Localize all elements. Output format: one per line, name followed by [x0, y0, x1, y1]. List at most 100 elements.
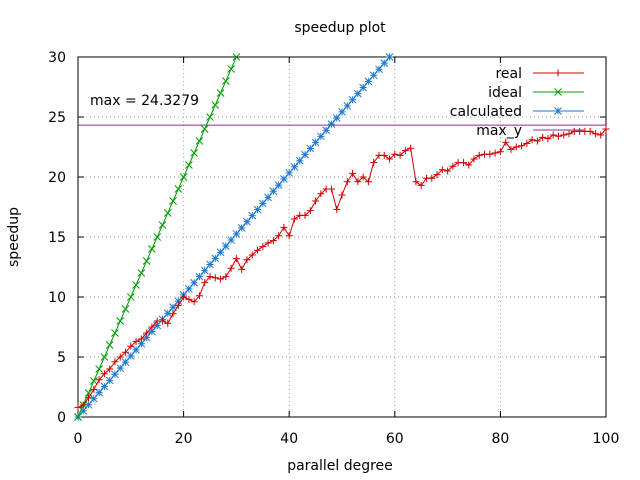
- data-point-calculated: [105, 376, 114, 385]
- data-point-real: [438, 166, 446, 174]
- data-point-calculated: [221, 242, 230, 251]
- data-point-calculated: [306, 144, 315, 153]
- x-tick-label: 0: [74, 431, 83, 447]
- data-point-real: [502, 138, 510, 146]
- data-point-real: [232, 255, 240, 263]
- data-point-calculated: [380, 59, 389, 67]
- data-point-calculated: [89, 394, 98, 403]
- data-point-real: [301, 211, 309, 219]
- data-point-ideal: [200, 125, 209, 133]
- data-point-calculated: [385, 53, 394, 61]
- data-point-real: [285, 232, 293, 240]
- data-point-ideal: [100, 353, 109, 361]
- data-point-real: [116, 353, 124, 361]
- x-tick-label: 20: [175, 431, 193, 447]
- data-point-real: [180, 293, 188, 301]
- data-point-real: [486, 150, 494, 158]
- data-point-calculated: [190, 278, 199, 287]
- data-point-real: [459, 159, 467, 167]
- data-point-real: [275, 232, 283, 240]
- y-axis-label: speedup: [6, 207, 22, 267]
- data-point-calculated: [338, 108, 346, 116]
- data-point-ideal: [137, 269, 146, 277]
- data-point-real: [164, 319, 172, 327]
- data-point-real: [217, 275, 225, 283]
- x-axis-ticks: 0 20 40 60 80 100: [74, 57, 620, 447]
- data-point-real: [100, 370, 108, 378]
- data-point-real: [306, 207, 314, 215]
- data-point-ideal: [190, 149, 199, 157]
- data-point-calculated: [148, 327, 156, 336]
- data-point-real: [533, 137, 541, 145]
- data-point-calculated: [116, 364, 125, 373]
- data-point-real: [417, 181, 425, 189]
- legend-label-ideal: ideal: [488, 85, 522, 101]
- data-point-real: [412, 178, 420, 186]
- data-point-calculated: [327, 120, 336, 128]
- data-point-real: [132, 337, 140, 345]
- data-point-real: [507, 145, 515, 153]
- data-point-calculated: [243, 217, 251, 226]
- data-point-calculated: [132, 346, 140, 354]
- legend-marker-real: [554, 69, 562, 77]
- data-point-calculated: [348, 95, 357, 104]
- data-point-calculated: [200, 266, 209, 275]
- data-point-calculated: [280, 175, 288, 183]
- data-point-real: [554, 132, 562, 140]
- data-point-real: [169, 310, 177, 318]
- data-point-ideal: [105, 341, 114, 349]
- data-point-real: [74, 403, 82, 411]
- data-point-real: [254, 246, 262, 254]
- x-tick-label: 100: [593, 431, 620, 447]
- data-point-ideal: [158, 221, 167, 229]
- data-point-real: [238, 265, 246, 273]
- data-point-calculated: [95, 388, 103, 397]
- legend-marker-calculated: [554, 107, 562, 115]
- data-point-ideal: [232, 53, 241, 61]
- data-point-real: [475, 151, 483, 159]
- series-group: [74, 53, 610, 421]
- data-point-real: [185, 295, 193, 303]
- data-point-calculated: [79, 407, 88, 415]
- data-point-calculated: [237, 223, 246, 232]
- data-point-ideal: [185, 161, 193, 169]
- data-point-real: [111, 358, 119, 366]
- data-point-real: [206, 273, 214, 281]
- data-point-ideal: [174, 185, 183, 193]
- data-point-calculated: [195, 272, 204, 281]
- data-point-real: [380, 151, 388, 159]
- data-point-ideal: [163, 209, 172, 217]
- data-point-real: [401, 147, 409, 155]
- data-point-ideal: [206, 113, 214, 121]
- data-point-real: [364, 178, 372, 186]
- data-point-calculated: [332, 114, 341, 122]
- data-point-calculated: [100, 382, 109, 391]
- data-point-calculated: [142, 333, 151, 342]
- data-point-real: [465, 161, 473, 169]
- data-point-calculated: [153, 321, 162, 330]
- data-point-real: [174, 301, 182, 309]
- data-point-real: [190, 298, 198, 306]
- data-point-calculated: [343, 101, 352, 110]
- data-point-real: [222, 273, 230, 281]
- data-point-real: [560, 131, 568, 139]
- data-point-calculated: [353, 89, 362, 98]
- data-point-real: [248, 251, 256, 259]
- legend-label-max_y: max_y: [476, 123, 522, 139]
- data-point-ideal: [121, 305, 130, 313]
- data-point-real: [127, 342, 135, 350]
- data-point-calculated: [301, 150, 309, 159]
- data-point-real: [370, 159, 378, 167]
- data-point-real: [528, 136, 536, 144]
- legend-label-calculated: calculated: [450, 104, 522, 120]
- data-point-real: [512, 143, 520, 151]
- data-point-calculated: [295, 156, 304, 165]
- data-point-real: [349, 169, 357, 177]
- data-point-calculated: [258, 199, 267, 208]
- data-point-real: [137, 335, 145, 343]
- data-point-ideal: [169, 197, 177, 205]
- data-point-real: [586, 127, 594, 135]
- data-point-real: [597, 131, 605, 139]
- data-point-calculated: [111, 370, 119, 379]
